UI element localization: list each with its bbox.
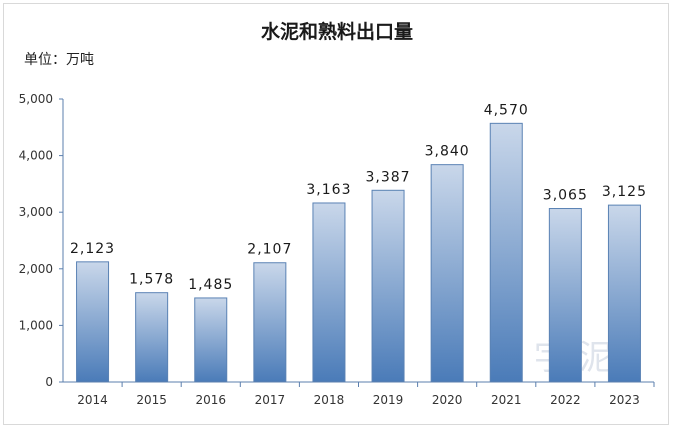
unit-label: 单位：万吨	[24, 52, 94, 68]
bar	[371, 189, 405, 383]
bar	[607, 204, 641, 383]
bar	[489, 122, 523, 383]
chart-frame: 水泥和熟料出口量 单位：万吨 数 字 泥 01,0002,0003,0004,0…	[3, 3, 669, 425]
data-label: 2,107	[247, 242, 292, 258]
x-tick-label: 2019	[373, 393, 404, 407]
bar	[135, 292, 169, 383]
y-tick-label: 5,000	[19, 92, 53, 106]
bar	[253, 262, 287, 383]
x-tick-label: 2018	[314, 393, 345, 407]
bar	[194, 297, 228, 383]
bar	[430, 164, 464, 383]
x-tick-label: 2017	[255, 393, 286, 407]
y-tick-label: 1,000	[19, 318, 53, 332]
data-label: 4,570	[484, 102, 529, 118]
x-tick-label: 2014	[77, 393, 108, 407]
bar	[548, 208, 582, 383]
data-label: 3,840	[425, 144, 470, 160]
bar	[312, 202, 346, 383]
data-label: 3,065	[543, 188, 588, 204]
data-label: 1,578	[129, 272, 174, 288]
data-label: 2,123	[70, 241, 115, 257]
y-tick-label: 3,000	[19, 205, 53, 219]
data-label: 3,387	[366, 169, 411, 185]
data-label: 3,163	[306, 182, 351, 198]
data-label: 1,485	[188, 277, 233, 293]
x-tick-label: 2021	[491, 393, 522, 407]
bar-chart: 水泥和熟料出口量 单位：万吨 数 字 泥 01,0002,0003,0004,0…	[19, 20, 655, 407]
y-tick-label: 0	[45, 375, 53, 389]
chart-title: 水泥和熟料出口量	[261, 20, 413, 43]
bar	[76, 261, 110, 383]
x-tick-label: 2020	[432, 393, 463, 407]
x-tick-label: 2016	[195, 393, 226, 407]
data-label: 3,125	[602, 184, 647, 200]
x-tick-label: 2022	[550, 393, 581, 407]
y-tick-label: 4,000	[19, 149, 53, 163]
y-tick-label: 2,000	[19, 262, 53, 276]
plot-area: 0 1,000 2,000 3,000 4,000 5,000 2,123 2014 1,578…	[19, 92, 655, 407]
x-tick-label: 2023	[609, 393, 640, 407]
x-tick-label: 2015	[136, 393, 167, 407]
